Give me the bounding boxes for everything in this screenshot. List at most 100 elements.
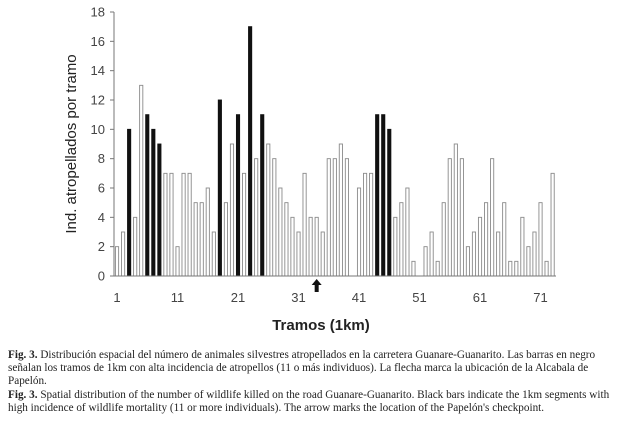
bar	[272, 158, 277, 277]
bar-high-incidence	[157, 143, 162, 277]
bar-high-incidence	[375, 114, 380, 277]
caption-english: Fig. 3. Spatial distribution of the numb…	[8, 389, 614, 415]
y-tick-label: 2	[98, 239, 105, 254]
y-tick-label: 10	[91, 122, 105, 137]
caption-english-text: Spatial distribution of the number of wi…	[8, 388, 610, 414]
bar	[532, 231, 537, 277]
bar-series	[114, 26, 555, 277]
bar	[441, 202, 446, 277]
y-tick-label: 18	[91, 5, 105, 20]
bar	[459, 158, 464, 277]
y-tick-label: 12	[91, 93, 105, 108]
bar	[266, 143, 271, 277]
bar	[229, 143, 235, 277]
bar	[502, 202, 507, 277]
bar	[308, 216, 313, 277]
bar	[369, 172, 374, 277]
bar	[550, 172, 555, 277]
bar	[544, 260, 549, 277]
y-tick-label: 14	[91, 63, 105, 78]
bar	[205, 187, 210, 277]
bar	[514, 260, 519, 277]
bar	[338, 143, 343, 277]
bar	[278, 187, 283, 277]
x-tick-label: 21	[231, 290, 245, 305]
bar	[471, 231, 477, 277]
x-tick-label: 51	[412, 290, 426, 305]
bar	[211, 231, 216, 277]
bar	[363, 172, 368, 277]
caption-spanish-label: Fig. 3.	[8, 349, 38, 361]
bar	[314, 216, 319, 277]
x-tick-label: 41	[352, 290, 366, 305]
x-tick-label: 1	[113, 290, 120, 305]
bar	[344, 158, 349, 277]
x-tick-label: 11	[171, 290, 185, 305]
bar-high-incidence	[145, 114, 150, 277]
bar	[223, 202, 228, 277]
bar-high-incidence	[260, 114, 265, 277]
bar	[393, 216, 398, 277]
y-tick-label: 0	[98, 269, 105, 284]
bar	[296, 231, 301, 277]
bar-high-incidence	[387, 128, 392, 277]
x-axis-ticks: 1 11 21 31 41 51 61 71	[113, 290, 547, 305]
y-axis-ticks: 0 2 4 6 8 10 12 14 16 18	[91, 5, 114, 284]
bar	[520, 216, 525, 277]
bar	[163, 172, 168, 277]
bar	[169, 172, 174, 277]
bar	[356, 187, 362, 277]
bar	[332, 158, 337, 277]
bar	[284, 202, 289, 277]
y-tick-label: 16	[91, 34, 105, 49]
bar-high-incidence	[381, 114, 386, 277]
bar-high-incidence	[151, 128, 156, 277]
y-tick-label: 4	[98, 210, 105, 225]
bar	[538, 202, 543, 277]
bar	[193, 202, 198, 277]
bar	[453, 143, 458, 277]
bar	[121, 231, 126, 277]
y-axis-title: Ind. atropellados por tramo	[63, 54, 80, 233]
bar	[133, 216, 138, 277]
figure-caption: Fig. 3. Distribución espacial del número…	[8, 349, 614, 415]
x-axis-title: Tramos (1km)	[272, 317, 370, 334]
x-tick-label: 31	[291, 290, 305, 305]
bar	[114, 246, 120, 277]
bar	[242, 172, 247, 277]
bar	[423, 246, 428, 277]
x-tick-label: 71	[533, 290, 547, 305]
bar	[526, 246, 531, 277]
bar	[435, 260, 440, 277]
bar	[187, 172, 192, 277]
bar	[139, 84, 144, 277]
bar	[411, 260, 416, 277]
y-tick-label: 8	[98, 151, 105, 166]
bar	[496, 231, 501, 277]
bar	[181, 172, 186, 277]
bar	[447, 158, 452, 277]
bar	[405, 187, 410, 277]
checkpoint-arrow-icon	[311, 279, 322, 292]
caption-spanish-text: Distribución espacial del número de anim…	[8, 349, 596, 388]
bar	[429, 231, 434, 277]
caption-english-label: Fig. 3.	[8, 388, 38, 401]
bar	[175, 246, 180, 277]
bar	[290, 216, 295, 277]
bar	[508, 260, 513, 277]
bar	[302, 172, 307, 277]
bar	[254, 158, 259, 277]
bar	[465, 246, 470, 277]
bar-high-incidence	[217, 99, 222, 277]
x-tick-label: 61	[473, 290, 487, 305]
bar	[199, 202, 204, 277]
bar	[490, 158, 495, 277]
bar	[399, 202, 404, 277]
bar	[320, 231, 325, 277]
bar-high-incidence	[248, 26, 253, 277]
bar	[484, 202, 489, 277]
bar-high-incidence	[235, 114, 241, 277]
bar	[477, 216, 483, 277]
bar-high-incidence	[127, 128, 132, 277]
